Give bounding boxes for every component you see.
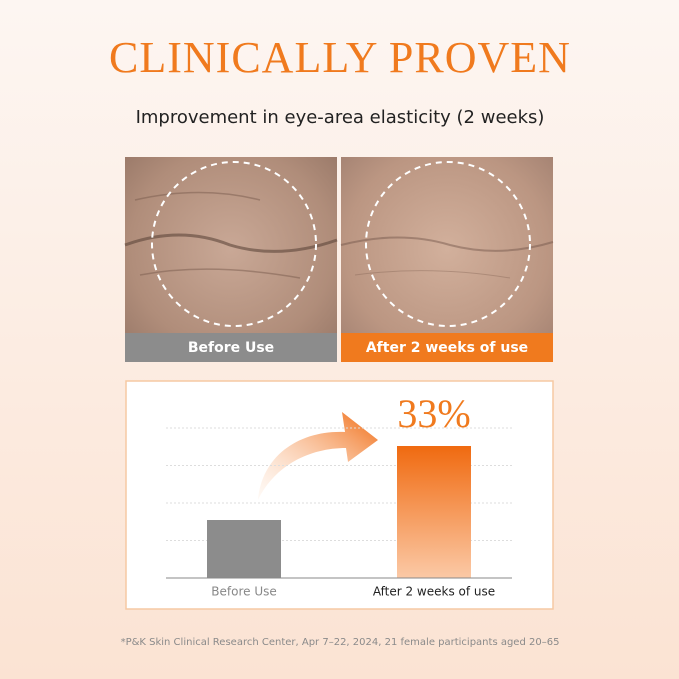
title: CLINICALLY PROVEN bbox=[109, 33, 571, 82]
bar bbox=[397, 446, 471, 578]
subtitle: Improvement in eye-area elasticity (2 we… bbox=[136, 107, 545, 128]
photo-after bbox=[340, 157, 554, 362]
chart-box bbox=[125, 380, 554, 610]
value-label: 33% bbox=[397, 391, 470, 436]
photo-label: After 2 weeks of use bbox=[366, 340, 528, 356]
category-label: After 2 weeks of use bbox=[373, 585, 495, 599]
photo-label-bg bbox=[125, 333, 337, 362]
photo-before bbox=[124, 157, 338, 362]
bar bbox=[207, 520, 281, 578]
arrow bbox=[258, 412, 378, 500]
photo-label-bg bbox=[341, 333, 553, 362]
footnote: *P&K Skin Clinical Research Center, Apr … bbox=[121, 637, 560, 648]
category-label: Before Use bbox=[211, 585, 276, 599]
photo-label: Before Use bbox=[188, 340, 274, 356]
